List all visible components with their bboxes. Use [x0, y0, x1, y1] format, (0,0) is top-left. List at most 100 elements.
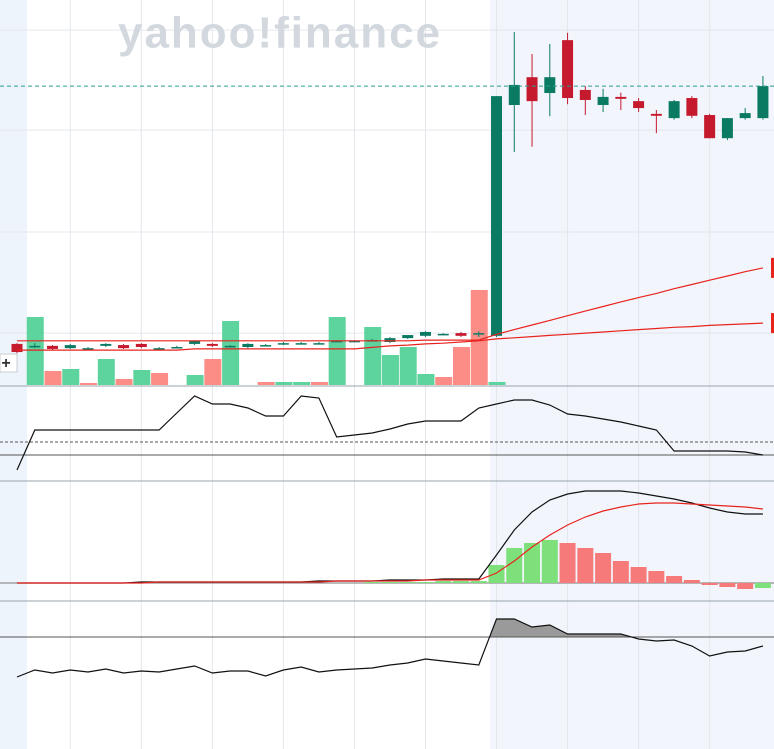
- add-button-box[interactable]: [0, 353, 18, 373]
- volume-bar: [26, 317, 44, 385]
- histogram-bar: [524, 543, 541, 583]
- histogram-bar: [488, 565, 505, 583]
- line: [17, 490, 763, 584]
- candle-body: [100, 343, 112, 346]
- candle-body: [384, 338, 396, 342]
- volume-bar: [399, 347, 417, 385]
- add-button[interactable]: +: [0, 353, 18, 373]
- histogram-bar: [701, 583, 718, 585]
- histogram-bar: [719, 583, 736, 587]
- candle-body: [189, 340, 201, 344]
- candle-body: [313, 343, 325, 345]
- candle-body: [64, 345, 76, 349]
- candle-body: [260, 345, 272, 347]
- candle-body: [526, 77, 538, 102]
- candle-body: [579, 89, 591, 100]
- candle-body: [455, 333, 467, 336]
- volume-bar: [488, 382, 506, 385]
- line: [17, 267, 764, 342]
- histogram-bar: [612, 561, 629, 583]
- plot: [0, 32, 774, 678]
- line-end-marker: [771, 257, 774, 278]
- line: [16, 395, 764, 471]
- histogram-bar: [559, 543, 576, 583]
- histogram-bar: [435, 581, 452, 583]
- volume-bar: [453, 347, 470, 385]
- candle-body: [597, 96, 609, 105]
- histogram-bar: [577, 548, 594, 583]
- volume-bar: [328, 317, 346, 385]
- left-shade: [0, 0, 27, 749]
- candle-body: [402, 335, 414, 339]
- candle-body: [206, 343, 218, 346]
- histogram-bar: [364, 582, 381, 583]
- candle-body: [171, 347, 183, 349]
- histogram-bar: [666, 576, 683, 583]
- candle-body: [118, 345, 130, 349]
- line: [17, 322, 763, 351]
- histogram-bar: [541, 540, 558, 583]
- candle-body: [47, 345, 59, 349]
- histogram-bar: [506, 548, 523, 583]
- volume-bar: [435, 377, 453, 385]
- volume-bar: [204, 359, 222, 385]
- candle-body: [437, 333, 449, 336]
- volume-bar: [310, 382, 328, 385]
- candle-body: [544, 77, 556, 94]
- volume-bar: [470, 290, 488, 385]
- candle-body: [491, 96, 503, 336]
- candle-body: [153, 348, 165, 350]
- histogram-bar: [648, 571, 665, 583]
- volume-bar: [222, 321, 240, 385]
- volume-bar: [293, 382, 311, 385]
- line: [16, 618, 764, 678]
- volume-bar: [80, 383, 98, 385]
- histogram-bar: [381, 582, 398, 583]
- candle-body: [633, 101, 645, 109]
- candle-body: [135, 343, 147, 348]
- candle-body: [721, 118, 733, 139]
- candle-body: [650, 113, 662, 116]
- histogram-bar: [754, 583, 771, 588]
- candle-body: [11, 343, 23, 353]
- histogram-bar: [683, 580, 700, 583]
- candle-body: [419, 331, 431, 336]
- volume-bar: [97, 359, 115, 385]
- candle-body: [224, 345, 236, 348]
- volume-bar: [151, 373, 169, 385]
- volume-bar: [275, 382, 293, 385]
- candle-body: [331, 340, 343, 343]
- candle-body: [757, 86, 769, 119]
- volume-bar: [44, 371, 62, 385]
- candle-body: [704, 115, 716, 139]
- watermark: yahoo!finance: [118, 9, 440, 58]
- volume-bar: [62, 369, 80, 385]
- histogram-bar: [630, 567, 647, 583]
- candle-body: [82, 348, 94, 350]
- histogram-bar: [737, 583, 754, 589]
- candle-body: [668, 101, 680, 119]
- candle-body: [473, 333, 485, 335]
- volume-bar: [186, 375, 204, 385]
- candle-body: [615, 96, 627, 99]
- volume-bar: [381, 355, 399, 385]
- histogram-bar: [453, 581, 469, 583]
- volume-bar: [133, 370, 151, 385]
- candle-body: [295, 343, 307, 345]
- candle-body: [508, 84, 520, 105]
- volume-bar: [364, 327, 382, 385]
- histogram-bar: [417, 582, 434, 583]
- volume-bar: [257, 382, 275, 385]
- candle-body: [348, 340, 360, 343]
- histogram-bar: [470, 581, 487, 583]
- histogram-bar: [399, 582, 416, 583]
- line: [17, 502, 763, 584]
- candle-body: [277, 343, 289, 345]
- candle-body: [686, 98, 698, 116]
- candle-body: [29, 345, 41, 348]
- volume-bar: [417, 374, 435, 385]
- add-button-label[interactable]: +: [1, 355, 10, 372]
- candle-body: [242, 343, 254, 348]
